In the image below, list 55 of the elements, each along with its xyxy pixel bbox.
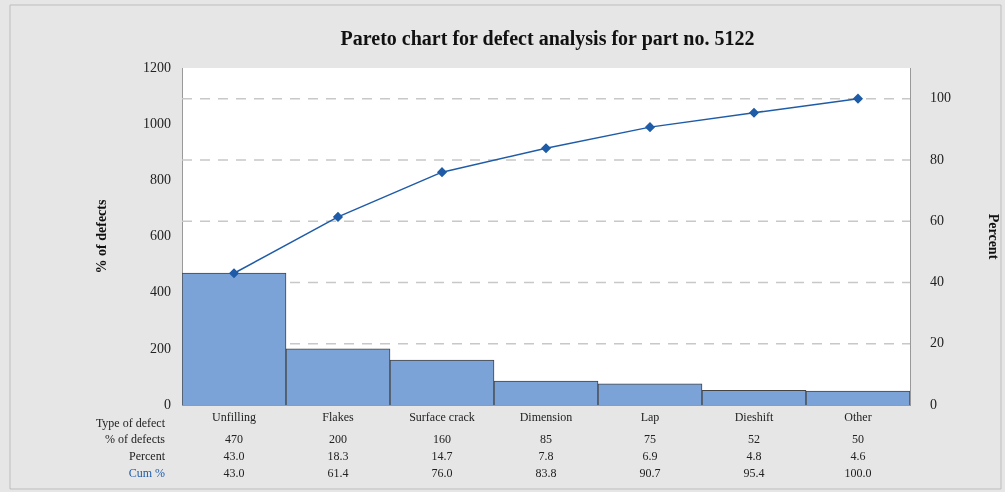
point bbox=[749, 107, 759, 118]
x-tick-label: Lap bbox=[640, 410, 660, 425]
data-label: 52 bbox=[748, 432, 760, 447]
data-label: 50 bbox=[852, 432, 864, 447]
text: Percent bbox=[129, 449, 166, 464]
y-tick-label: 1200 bbox=[143, 59, 171, 75]
data-label: 160 bbox=[433, 432, 451, 447]
x-tick-label: Surface crack bbox=[409, 410, 475, 425]
data-label: 75 bbox=[644, 432, 656, 447]
text: 7.8 bbox=[538, 449, 554, 464]
x-tick-label: Other bbox=[844, 410, 872, 425]
y2-tick-label: 80 bbox=[930, 151, 944, 167]
y2-tick-label: 0 bbox=[930, 396, 937, 412]
text: 6.9 bbox=[642, 449, 658, 464]
point bbox=[333, 212, 343, 222]
point bbox=[229, 268, 239, 279]
data-label: 43.0 bbox=[223, 466, 245, 481]
text: 43.0 bbox=[223, 449, 245, 464]
data-label: 61.4 bbox=[327, 466, 349, 481]
x-tick-label: Flakes bbox=[322, 410, 354, 425]
text: 18.3 bbox=[327, 449, 349, 464]
point bbox=[437, 167, 447, 177]
data-label: 95.4 bbox=[743, 466, 765, 481]
y-axis-title: % of defects bbox=[94, 199, 110, 274]
y2-tick-label: 40 bbox=[930, 274, 944, 290]
chart-title: Pareto chart for defect analysis for part no. 5122 bbox=[340, 27, 755, 51]
data-label: 470 bbox=[225, 432, 243, 447]
y-tick-label: 1000 bbox=[143, 115, 171, 131]
data-label: 200 bbox=[329, 432, 347, 447]
y2-axis-title: Percent bbox=[985, 213, 1001, 260]
y-tick-label: 400 bbox=[150, 284, 171, 300]
x-tick-label: Dieshift bbox=[734, 410, 774, 425]
data-label: 76.0 bbox=[431, 466, 453, 481]
y2-tick-label: 20 bbox=[930, 335, 944, 351]
point bbox=[645, 122, 655, 132]
data-label: 100.0 bbox=[844, 466, 872, 481]
y2-tick-label: 60 bbox=[930, 212, 944, 228]
text: 14.7 bbox=[431, 449, 453, 464]
text: 4.6 bbox=[850, 449, 866, 464]
point bbox=[541, 143, 551, 154]
text: Cum % bbox=[128, 466, 165, 481]
x-axis-title: Type of defect bbox=[95, 416, 166, 431]
y-tick-label: 800 bbox=[150, 172, 171, 188]
text: 4.8 bbox=[746, 449, 762, 464]
data-label: 83.8 bbox=[535, 466, 557, 481]
x-tick-label: Unfilling bbox=[212, 410, 256, 425]
data-label: 85 bbox=[540, 432, 552, 447]
y-tick-label: 200 bbox=[150, 340, 171, 356]
y-tick-label: 600 bbox=[150, 228, 171, 244]
text: % of defects bbox=[105, 432, 166, 447]
x-tick-label: Dimension bbox=[519, 410, 573, 425]
y-tick-label: 0 bbox=[164, 396, 171, 412]
data-label: 90.7 bbox=[639, 466, 661, 481]
y2-tick-label: 100 bbox=[930, 90, 951, 106]
point bbox=[853, 93, 863, 104]
